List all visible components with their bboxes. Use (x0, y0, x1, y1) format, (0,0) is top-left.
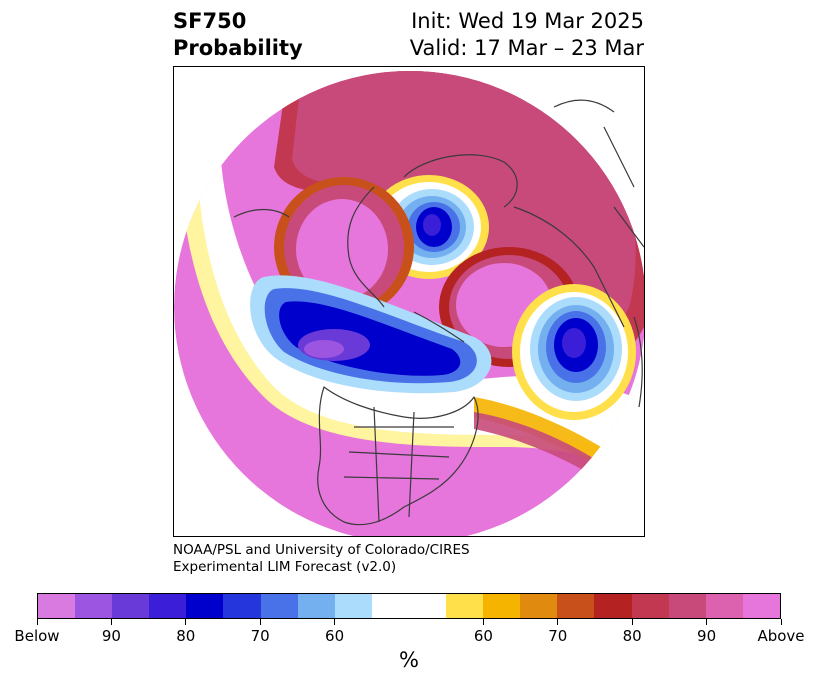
colorbar-segment-9 (371, 594, 409, 618)
colorbar-segment-0 (38, 594, 76, 618)
colorbar-segment-1 (75, 594, 113, 618)
valid-range: Valid: 17 Mar – 23 Mar (409, 36, 644, 60)
colorbar-segment-14 (557, 594, 595, 618)
colorbar-segment-3 (149, 594, 187, 618)
colorbar-tick-label: 90 (101, 627, 121, 645)
colorbar-tick (780, 619, 782, 625)
atlantic-low (512, 284, 636, 420)
colorbar-segment-13 (520, 594, 558, 618)
colorbar-segment-7 (297, 594, 335, 618)
map-canvas (174, 71, 644, 536)
credit-line-2: Experimental LIM Forecast (v2.0) (173, 559, 397, 575)
colorbar-tick-label: 60 (325, 627, 345, 645)
colorbar-tick-label: 80 (622, 627, 642, 645)
colorbar-segment-4 (186, 594, 224, 618)
colorbar-segment-16 (631, 594, 669, 618)
coastlines (233, 99, 644, 526)
colorbar-segment-18 (705, 594, 743, 618)
colorbar-segment-12 (483, 594, 521, 618)
colorbar-tick (334, 619, 336, 625)
credit-line-1: NOAA/PSL and University of Colorado/CIRE… (173, 542, 470, 558)
title-left: SF750 Probability (173, 8, 303, 62)
colorbar-tick (110, 619, 112, 625)
colorbar-tick (631, 619, 633, 625)
colorbar-tick-label: 90 (697, 627, 717, 645)
colorbar-tick (259, 619, 261, 625)
pacific-canada-low (250, 275, 492, 394)
colorbar-tick-label: Above (757, 627, 805, 645)
colorbar-segment-8 (334, 594, 372, 618)
colorbar-unit: % (399, 648, 419, 672)
title-right: Init: Wed 19 Mar 2025 Valid: 17 Mar – 23… (410, 8, 644, 62)
forecast-map (173, 66, 645, 537)
colorbar-tick (482, 619, 484, 625)
colorbar-segment-6 (260, 594, 298, 618)
init-date: Init: Wed 19 Mar 2025 (411, 9, 644, 33)
colorbar-segment-5 (223, 594, 261, 618)
credit-block: NOAA/PSL and University of Colorado/CIRE… (173, 542, 470, 576)
colorbar-tick (706, 619, 708, 625)
colorbar-tick-label: 70 (548, 627, 568, 645)
colorbar-segment-2 (112, 594, 150, 618)
colorbar-segment-15 (594, 594, 632, 618)
colorbar (37, 593, 781, 619)
colorbar-tick-label: Below (14, 627, 60, 645)
colorbar-tick (36, 619, 38, 625)
probability-field (174, 71, 644, 536)
colorbar-segment-17 (668, 594, 706, 618)
colorbar-tick-label: 70 (250, 627, 270, 645)
colorbar-tick-label: 60 (473, 627, 493, 645)
colorbar-segment-11 (446, 594, 484, 618)
colorbar-segment-19 (742, 594, 780, 618)
colorbar-tick (557, 619, 559, 625)
colorbar-tick (185, 619, 187, 625)
variable-label: SF750 (173, 9, 247, 33)
colorbar-segment-10 (408, 594, 447, 618)
colorbar-tick-label: 80 (176, 627, 196, 645)
product-label: Probability (173, 36, 303, 60)
atlantic-magenta-arc (474, 412, 644, 512)
